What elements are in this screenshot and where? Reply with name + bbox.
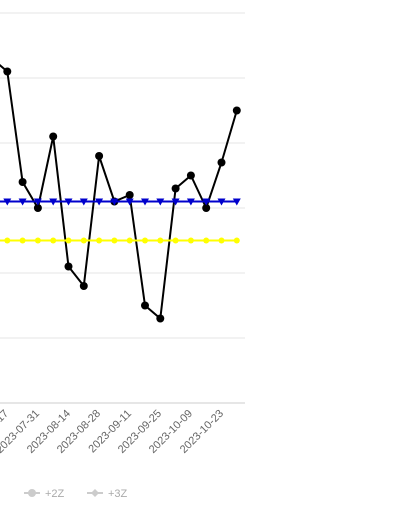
data-point bbox=[217, 198, 226, 206]
data-point bbox=[172, 237, 179, 244]
data-point bbox=[34, 237, 41, 244]
data-point bbox=[33, 198, 42, 206]
series-0 bbox=[0, 63, 241, 323]
legend-item: +2Z bbox=[24, 488, 65, 500]
data-point bbox=[49, 198, 58, 206]
legend-label: +3Z bbox=[108, 488, 128, 500]
data-point bbox=[95, 152, 104, 160]
data-point bbox=[171, 198, 180, 206]
data-point bbox=[125, 191, 134, 199]
data-point bbox=[65, 237, 72, 244]
data-point bbox=[4, 237, 11, 244]
legend: n+2Z+3Z bbox=[0, 488, 128, 500]
data-point bbox=[111, 237, 118, 244]
data-point bbox=[79, 198, 88, 206]
data-point bbox=[186, 198, 195, 206]
legend-label: +2Z bbox=[45, 488, 65, 500]
series-layer bbox=[0, 63, 241, 323]
series-line bbox=[0, 63, 238, 321]
data-point bbox=[18, 198, 27, 206]
series-1 bbox=[0, 198, 241, 206]
data-point bbox=[80, 237, 87, 244]
x-axis-tick-labels: 172023-07-312023-08-142023-08-282023-09-… bbox=[0, 408, 226, 456]
data-point bbox=[110, 198, 119, 206]
data-point bbox=[218, 237, 225, 244]
x-tick-label: 17 bbox=[0, 408, 11, 425]
data-point bbox=[232, 198, 241, 206]
data-point bbox=[171, 184, 180, 193]
data-point bbox=[64, 198, 73, 206]
legend-item: +3Z bbox=[87, 488, 128, 500]
data-point bbox=[186, 171, 195, 180]
data-point bbox=[157, 237, 164, 244]
legend-swatch-marker bbox=[28, 489, 36, 497]
data-point bbox=[156, 198, 165, 206]
data-point bbox=[79, 282, 88, 290]
data-point bbox=[233, 237, 240, 244]
data-point bbox=[142, 237, 148, 244]
series-2 bbox=[0, 237, 240, 244]
data-point bbox=[125, 198, 134, 206]
data-point bbox=[141, 301, 149, 310]
data-point bbox=[203, 237, 210, 244]
data-point bbox=[187, 237, 194, 244]
data-point bbox=[202, 198, 211, 206]
data-point bbox=[232, 106, 241, 115]
data-point bbox=[19, 237, 26, 244]
data-point bbox=[3, 67, 12, 76]
data-point bbox=[33, 204, 42, 212]
grid-lines bbox=[0, 12, 245, 404]
data-point bbox=[156, 314, 165, 323]
legend-swatch-marker bbox=[91, 489, 99, 497]
data-point bbox=[96, 237, 103, 244]
data-point bbox=[126, 237, 133, 244]
data-point bbox=[202, 204, 211, 212]
data-point bbox=[141, 198, 149, 206]
data-point bbox=[3, 198, 12, 206]
data-point bbox=[95, 198, 104, 206]
data-point bbox=[18, 178, 27, 186]
data-point bbox=[50, 237, 57, 244]
data-point bbox=[217, 158, 226, 167]
data-point bbox=[64, 262, 73, 271]
data-point bbox=[49, 132, 58, 141]
